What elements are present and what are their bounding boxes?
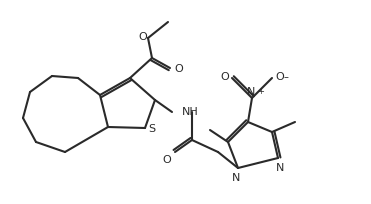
Text: N: N bbox=[247, 87, 255, 97]
Text: S: S bbox=[148, 124, 155, 134]
Text: N: N bbox=[232, 173, 240, 183]
Text: O: O bbox=[162, 155, 171, 165]
Text: O: O bbox=[220, 72, 229, 82]
Text: +: + bbox=[257, 87, 264, 96]
Text: O: O bbox=[275, 72, 284, 82]
Text: O: O bbox=[174, 64, 183, 74]
Text: –: – bbox=[284, 72, 289, 82]
Text: NH: NH bbox=[182, 107, 199, 117]
Text: O: O bbox=[138, 32, 147, 42]
Text: N: N bbox=[276, 163, 284, 173]
